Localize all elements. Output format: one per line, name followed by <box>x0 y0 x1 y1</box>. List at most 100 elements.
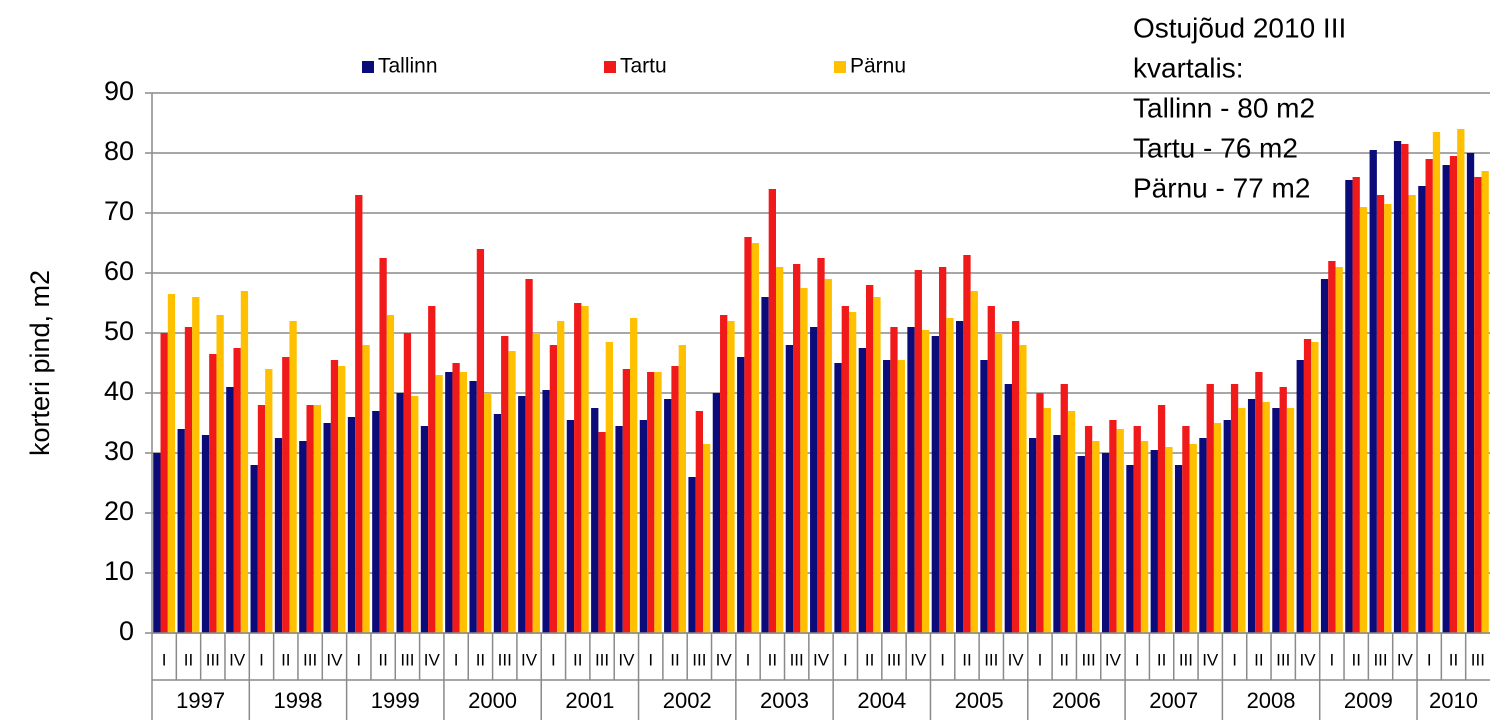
bar <box>240 291 249 633</box>
y-tick-label: 20 <box>104 496 134 526</box>
bar <box>153 453 161 633</box>
bar <box>518 396 526 633</box>
annotation: Tallinn - 80 m2 <box>1133 92 1315 123</box>
bar <box>817 258 825 633</box>
bar <box>1053 435 1061 633</box>
legend-marker <box>604 61 616 73</box>
x-tick-label: III <box>206 650 220 669</box>
x-tick-label: II <box>184 650 193 669</box>
bar <box>372 411 380 633</box>
bar <box>403 333 412 633</box>
x-tick-label: I <box>356 650 361 669</box>
bar <box>216 315 224 633</box>
bar <box>201 435 210 633</box>
bar <box>1199 438 1207 633</box>
bar <box>501 336 509 633</box>
x-tick-label: II <box>768 650 777 669</box>
bar <box>1084 426 1093 633</box>
x-tick-label: I <box>259 650 264 669</box>
year-label: 2008 <box>1247 688 1296 713</box>
bar <box>1092 441 1100 633</box>
annotation: Tartu - 76 m2 <box>1133 132 1298 163</box>
x-tick-label: II <box>573 650 582 669</box>
bar <box>338 366 346 633</box>
bar <box>980 360 988 633</box>
x-tick-label: II <box>670 650 679 669</box>
x-tick-label: IV <box>521 650 538 669</box>
bar <box>469 381 477 633</box>
bar <box>914 270 922 633</box>
x-tick-label: I <box>1135 650 1140 669</box>
x-tick-label: II <box>476 650 485 669</box>
year-label: 1998 <box>273 688 322 713</box>
legend-label: Tallinn <box>378 55 438 78</box>
x-tick-label: III <box>498 650 512 669</box>
bar <box>824 279 832 633</box>
bar <box>615 426 623 633</box>
bar <box>250 465 258 633</box>
x-tick-label: I <box>648 650 653 669</box>
legend-marker <box>834 61 846 73</box>
bar <box>428 306 436 633</box>
bar <box>994 333 1003 633</box>
bar <box>1165 447 1173 633</box>
bar <box>622 369 631 633</box>
bar <box>712 393 721 633</box>
x-tick-label: IV <box>424 650 441 669</box>
bar <box>1345 180 1353 633</box>
bar <box>1474 177 1482 633</box>
bar <box>834 363 842 633</box>
bar <box>274 438 283 633</box>
bar <box>1359 207 1368 633</box>
year-label: 2002 <box>663 688 712 713</box>
bar <box>605 342 614 633</box>
bar <box>931 336 939 633</box>
bar <box>1116 429 1124 633</box>
bar <box>727 321 735 633</box>
bar <box>1150 450 1158 633</box>
x-tick-label: III <box>1276 650 1290 669</box>
annotation: Ostujõud 2010 III <box>1133 12 1346 43</box>
bar <box>167 294 176 633</box>
x-tick-label: II <box>962 650 971 669</box>
bar <box>1272 408 1280 633</box>
bar <box>848 312 857 633</box>
year-label: 2007 <box>1149 688 1198 713</box>
y-tick-label: 30 <box>104 436 134 466</box>
annotation: Pärnu - 77 m2 <box>1133 172 1310 203</box>
bar <box>654 372 662 633</box>
bar <box>768 189 776 633</box>
year-label: 2010 <box>1429 688 1478 713</box>
bar <box>956 321 964 633</box>
bar <box>1466 153 1475 633</box>
y-tick-label: 80 <box>104 136 134 166</box>
x-tick-label: IV <box>1105 650 1122 669</box>
bar <box>209 354 217 633</box>
bar <box>963 255 971 633</box>
bar <box>452 363 460 633</box>
bar <box>265 369 273 633</box>
year-label: 1999 <box>371 688 420 713</box>
bar <box>1384 204 1392 633</box>
bar <box>1140 441 1149 633</box>
bar <box>299 441 307 633</box>
bar <box>160 333 168 633</box>
y-tick-label: 90 <box>104 76 134 106</box>
bar <box>1036 393 1044 633</box>
x-tick-label: III <box>1471 650 1485 669</box>
bar <box>386 315 395 633</box>
bar <box>289 321 297 633</box>
x-tick-label: I <box>1038 650 1043 669</box>
x-tick-label: IV <box>1300 650 1317 669</box>
bar <box>1060 384 1068 633</box>
x-tick-label: I <box>1232 650 1237 669</box>
bar <box>1425 159 1433 633</box>
bar <box>1004 384 1012 633</box>
bar <box>598 432 606 633</box>
x-tick-label: I <box>746 650 751 669</box>
x-tick-label: IV <box>1008 650 1025 669</box>
x-tick-label: IV <box>618 650 635 669</box>
bar <box>177 429 185 633</box>
bar <box>525 279 533 633</box>
bar <box>1393 141 1402 633</box>
